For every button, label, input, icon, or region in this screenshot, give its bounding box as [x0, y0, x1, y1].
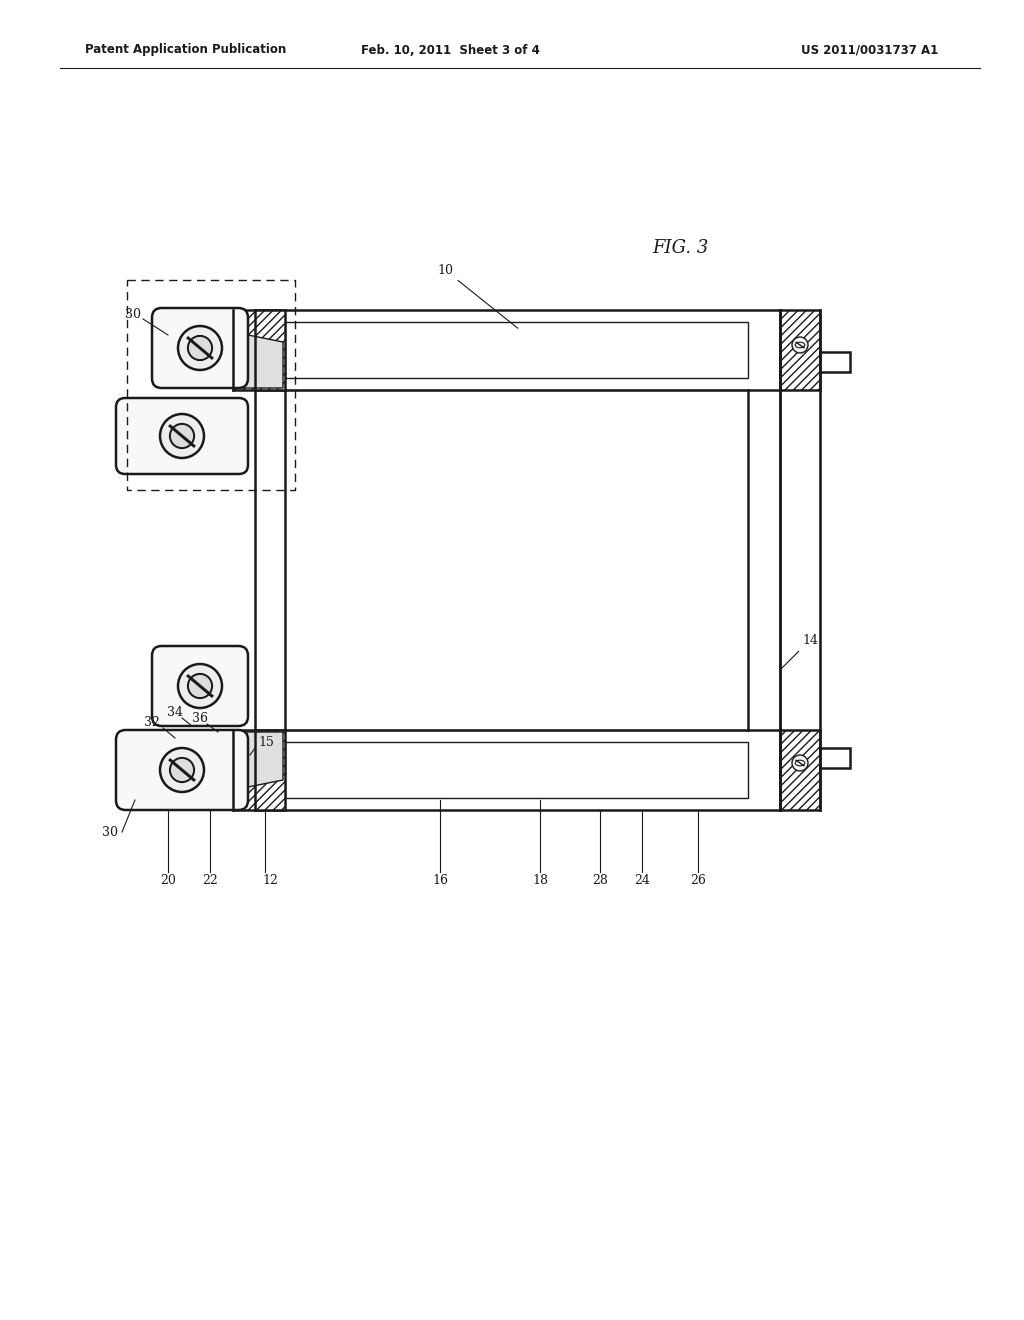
Text: 18: 18 — [532, 874, 548, 887]
Text: 28: 28 — [592, 874, 608, 887]
FancyBboxPatch shape — [152, 308, 248, 388]
Polygon shape — [233, 333, 283, 388]
Polygon shape — [233, 730, 285, 810]
Polygon shape — [255, 310, 780, 389]
Polygon shape — [233, 733, 283, 789]
Circle shape — [160, 414, 204, 458]
Circle shape — [170, 758, 195, 781]
FancyBboxPatch shape — [152, 645, 248, 726]
Text: 22: 22 — [202, 874, 218, 887]
Circle shape — [160, 748, 204, 792]
Text: 12: 12 — [262, 874, 278, 887]
Polygon shape — [820, 748, 850, 768]
Text: 30: 30 — [102, 825, 118, 838]
Text: 20: 20 — [160, 874, 176, 887]
Text: 24: 24 — [634, 874, 650, 887]
Circle shape — [187, 675, 212, 698]
Text: 16: 16 — [432, 874, 449, 887]
Text: US 2011/0031737 A1: US 2011/0031737 A1 — [802, 44, 939, 57]
Text: FIG. 3: FIG. 3 — [652, 239, 709, 257]
Circle shape — [187, 335, 212, 360]
Polygon shape — [255, 730, 780, 810]
Circle shape — [792, 337, 808, 352]
Circle shape — [178, 664, 222, 708]
Polygon shape — [285, 322, 748, 378]
Polygon shape — [780, 730, 820, 810]
Text: Patent Application Publication: Patent Application Publication — [85, 44, 287, 57]
Polygon shape — [233, 310, 285, 389]
Text: 36: 36 — [193, 711, 208, 725]
Text: 34: 34 — [167, 705, 183, 718]
Text: 30: 30 — [125, 308, 141, 321]
Polygon shape — [820, 352, 850, 372]
Circle shape — [178, 326, 222, 370]
Text: 14: 14 — [782, 634, 818, 668]
FancyBboxPatch shape — [116, 399, 248, 474]
Text: 32: 32 — [144, 715, 160, 729]
Text: Feb. 10, 2011  Sheet 3 of 4: Feb. 10, 2011 Sheet 3 of 4 — [360, 44, 540, 57]
Text: 15: 15 — [258, 735, 273, 748]
Circle shape — [170, 424, 195, 447]
Polygon shape — [285, 742, 748, 799]
Text: 10: 10 — [437, 264, 518, 329]
Polygon shape — [780, 310, 820, 389]
FancyBboxPatch shape — [116, 730, 248, 810]
Circle shape — [792, 755, 808, 771]
Text: 26: 26 — [690, 874, 706, 887]
